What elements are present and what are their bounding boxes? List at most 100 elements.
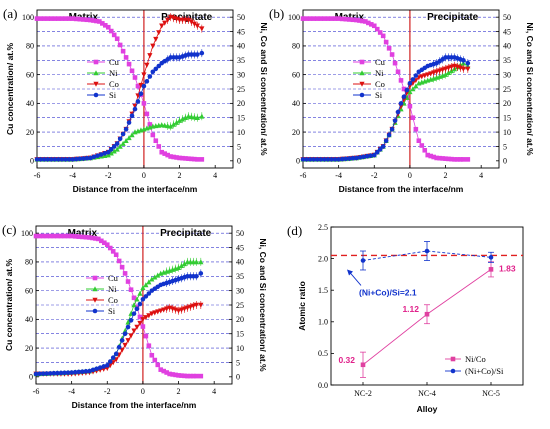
y-right-tick-label: 20 — [236, 315, 244, 324]
data-point — [374, 149, 380, 155]
data-point — [72, 369, 78, 375]
data-point — [91, 154, 97, 160]
series-cu — [33, 233, 204, 379]
x-tick-label: 2 — [177, 387, 181, 396]
data-point — [122, 331, 128, 337]
data-point — [52, 157, 58, 162]
data-point — [443, 156, 448, 161]
data-point — [114, 141, 120, 146]
y-tick-label: 100 — [288, 13, 300, 22]
data-point — [419, 143, 425, 148]
data-point — [407, 103, 413, 109]
series-co — [33, 301, 204, 377]
y-right-tick-label: 25 — [237, 85, 245, 94]
y-right-tick-label: 40 — [236, 258, 244, 267]
data-point — [448, 64, 455, 70]
data-point — [146, 343, 152, 348]
data-point — [152, 274, 158, 280]
reference-line-label: (Ni+Co)/Si=2.1 — [359, 287, 417, 297]
data-point — [150, 132, 156, 138]
data-point — [439, 67, 446, 73]
data-point — [138, 91, 144, 97]
data-point — [128, 287, 134, 292]
data-point — [488, 267, 494, 272]
data-point — [314, 157, 320, 162]
data-point — [132, 75, 138, 80]
data-point — [65, 233, 71, 239]
data-point — [40, 371, 46, 376]
data-point — [153, 36, 159, 43]
data-point — [422, 73, 428, 79]
panel-label: (d) — [287, 223, 302, 238]
data-point — [194, 273, 199, 279]
legend-label: Si — [375, 90, 383, 100]
y-right-tick-label: 10 — [236, 344, 244, 353]
y-right-tick-label: 40 — [237, 42, 245, 51]
data-point — [191, 21, 197, 27]
data-point — [442, 66, 449, 72]
legend-marker — [92, 275, 98, 281]
data-point — [186, 156, 191, 161]
legend-label: Co — [109, 79, 119, 89]
data-point — [98, 152, 104, 157]
data-point — [164, 306, 170, 312]
data-point — [69, 370, 74, 375]
y-right-tick-label: 50 — [503, 13, 511, 22]
data-point — [179, 116, 186, 122]
series-cu — [300, 16, 471, 162]
panel-label: (b) — [269, 6, 284, 21]
data-point — [134, 306, 140, 312]
data-point — [398, 78, 404, 83]
data-point — [76, 369, 82, 375]
data-point — [174, 155, 179, 160]
data-point — [193, 259, 199, 265]
y-tick-label: 0 — [29, 373, 33, 382]
data-point — [58, 370, 64, 376]
y-right-tick-label: 15 — [503, 114, 511, 123]
data-point — [90, 235, 95, 241]
data-point — [424, 311, 430, 317]
data-point — [149, 276, 155, 282]
data-point — [48, 157, 54, 162]
data-point — [371, 152, 377, 158]
data-point — [126, 61, 132, 67]
data-point — [138, 82, 144, 88]
data-point — [410, 86, 416, 92]
data-point — [110, 355, 116, 360]
data-point — [90, 367, 96, 373]
data-point — [55, 370, 60, 376]
x-tick-label: 2 — [444, 171, 448, 180]
region-precipitate-label: Precipitate — [427, 12, 479, 23]
data-point — [377, 147, 383, 152]
y-right-tick-label: 50 — [237, 13, 245, 22]
data-point — [407, 80, 413, 86]
data-point — [179, 373, 184, 378]
y-axis-label: Cu concentration/ at.% — [5, 43, 15, 136]
data-point — [386, 132, 392, 138]
data-point — [332, 157, 338, 162]
data-point — [146, 279, 152, 285]
data-point — [114, 36, 120, 42]
data-point — [135, 83, 141, 89]
data-point — [329, 157, 334, 162]
data-point — [449, 156, 454, 162]
legend-marker — [93, 92, 99, 98]
data-point — [91, 18, 96, 23]
data-point — [120, 131, 126, 137]
data-point — [354, 17, 359, 23]
data-point — [343, 16, 349, 22]
data-point — [173, 119, 180, 125]
data-point — [318, 157, 324, 162]
data-point — [140, 284, 146, 291]
data-point — [33, 371, 39, 377]
series-si — [34, 49, 205, 162]
data-point — [175, 264, 182, 270]
data-point — [371, 23, 377, 29]
y-right-tick-label: 15 — [237, 114, 245, 123]
legend-label: Cu — [108, 273, 119, 283]
data-point — [178, 262, 185, 269]
data-point — [445, 69, 452, 76]
data-point — [129, 113, 135, 119]
y-axis-label: Atomic ratio — [297, 281, 307, 331]
x-tick-label: -4 — [335, 171, 342, 180]
